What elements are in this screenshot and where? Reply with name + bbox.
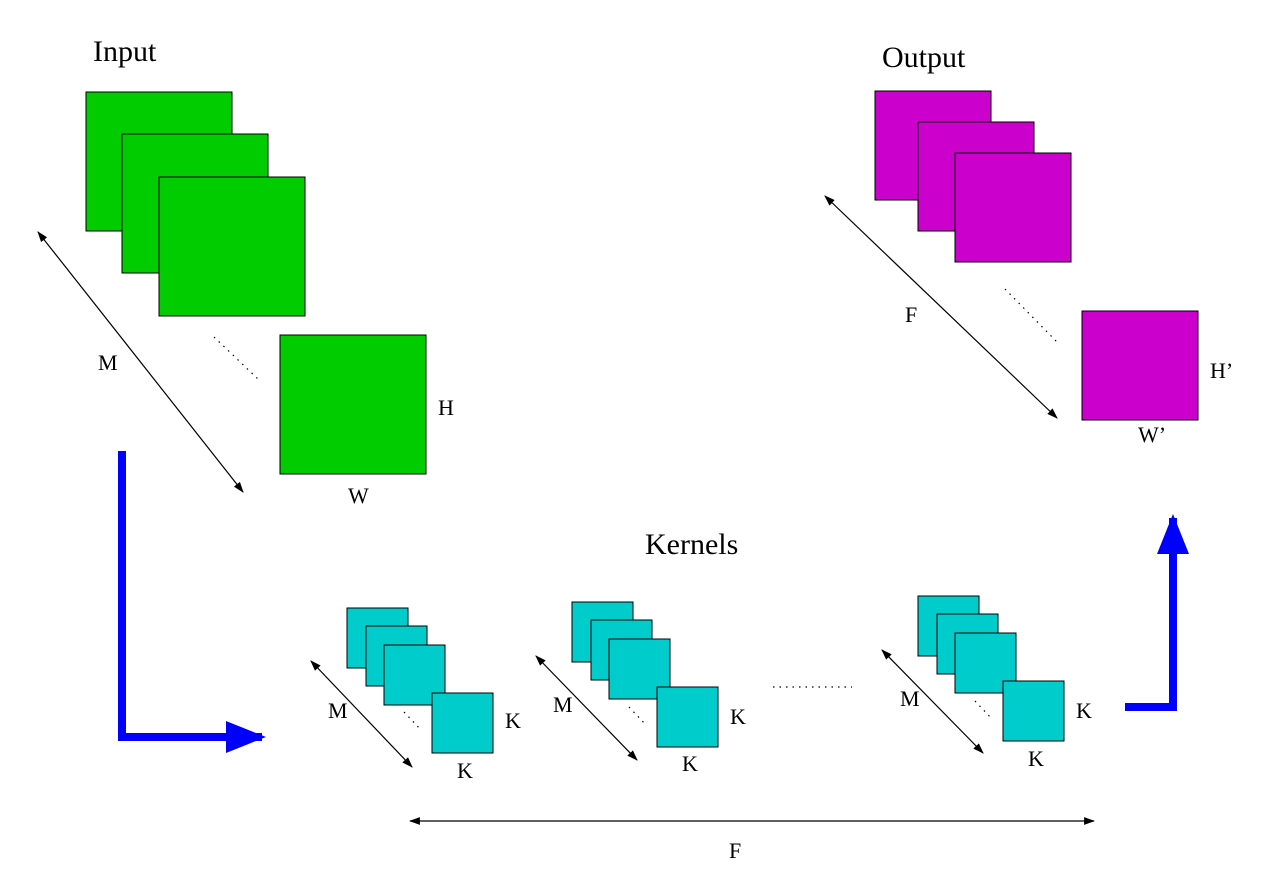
input-ellipsis: [213, 336, 259, 380]
kernel-group: M K K: [310, 607, 521, 783]
output-channel-last: [1081, 310, 1199, 421]
kernels-title: Kernels: [645, 528, 738, 561]
kernels-to-output-arrow: [1125, 514, 1189, 711]
kernel-height-label: K: [1076, 698, 1092, 723]
kernel-width-label: K: [1028, 746, 1044, 771]
kernel-group: M K K: [881, 595, 1092, 771]
kernel-slice-last: [656, 686, 719, 748]
input-depth-label: M: [98, 350, 118, 375]
input-title: Input: [93, 35, 157, 68]
input-height-label: H: [438, 395, 454, 420]
kernel-depth-arrow: [535, 655, 638, 761]
kernels-group: Kernels M K K M K K: [310, 528, 1096, 863]
kernel-ellipsis: [628, 706, 647, 726]
kernel-group: M K K: [535, 601, 746, 776]
output-channel: [954, 152, 1072, 263]
kernel-depth-label: M: [900, 686, 920, 711]
kernel-ellipsis: [403, 711, 422, 731]
input-to-kernels-arrow: [118, 451, 266, 753]
kernel-width-label: K: [457, 758, 473, 783]
kernel-ellipsis: [974, 700, 993, 720]
output-ellipsis: [1004, 288, 1059, 344]
input-channel: [158, 176, 306, 317]
input-depth-arrow: [37, 231, 244, 493]
kernel-slice-last: [431, 692, 494, 754]
kernel-height-label: K: [505, 708, 521, 733]
input-group: Input M H W: [37, 35, 454, 508]
kernel-height-label: K: [730, 704, 746, 729]
output-width-label: W’: [1138, 422, 1166, 447]
kernels-count-label: F: [729, 838, 741, 863]
kernel-width-label: K: [682, 751, 698, 776]
output-height-label: H’: [1210, 358, 1233, 383]
output-title: Output: [882, 41, 966, 74]
output-group: Output F H’ W’: [824, 41, 1233, 447]
input-channel-last: [279, 334, 427, 475]
kernel-depth-arrow: [881, 649, 984, 754]
output-depth-label: F: [905, 302, 917, 327]
kernel-slice-last: [1002, 680, 1065, 742]
input-width-label: W: [348, 483, 369, 508]
kernel-depth-arrow: [310, 660, 413, 768]
output-depth-arrow: [824, 195, 1058, 419]
kernel-depth-label: M: [553, 692, 573, 717]
kernel-depth-label: M: [328, 698, 348, 723]
